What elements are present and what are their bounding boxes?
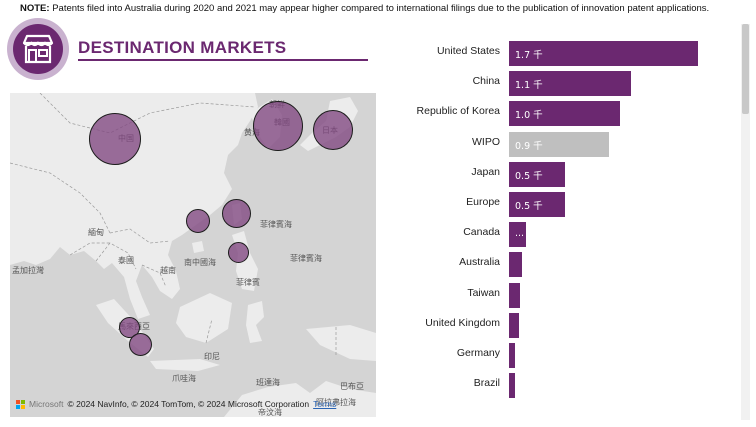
bar-category-label: Australia <box>459 256 500 268</box>
bar[interactable]: 0.5 千 <box>509 192 565 217</box>
bar[interactable] <box>509 373 515 398</box>
storefront-icon <box>7 18 69 80</box>
map-label-myanmar: 緬甸 <box>88 227 104 238</box>
bar-category-label: United States <box>437 45 500 57</box>
map-bubble-hong-kong[interactable] <box>186 209 210 233</box>
bar-category-label: Germany <box>457 347 500 359</box>
bar-value-label: 0.5 千 <box>515 168 543 182</box>
bar[interactable] <box>509 283 520 308</box>
microsoft-brand: Microsoft <box>29 399 63 409</box>
bar-value-label: ... <box>515 228 524 239</box>
bar-row[interactable]: Republic of Korea 1.0 千 <box>380 98 720 128</box>
bar-row[interactable]: Europe 0.5 千 <box>380 189 720 219</box>
bar-category-label: Taiwan <box>467 287 500 299</box>
map-label-java-sea: 爪哇海 <box>172 373 196 384</box>
bar[interactable]: 1.0 千 <box>509 101 620 126</box>
map-label-thailand: 泰國 <box>118 255 134 266</box>
bar-row[interactable]: United Kingdom <box>380 310 720 340</box>
map-bubble-japan[interactable] <box>313 110 353 150</box>
bar[interactable] <box>509 252 522 277</box>
map-label-south-china-sea: 南中國海 <box>184 257 216 268</box>
bar-value-label: 0.5 千 <box>515 198 543 212</box>
bar[interactable]: 0.9 千 <box>509 132 609 157</box>
microsoft-logo-icon <box>16 400 25 409</box>
scrollbar-thumb[interactable] <box>742 24 749 114</box>
bar[interactable]: 0.5 千 <box>509 162 565 187</box>
bar-category-label: Japan <box>471 166 500 178</box>
destination-bar-chart: United States 1.7 千 China 1.1 千 Republic of … <box>380 38 720 418</box>
page-title: DESTINATION MARKETS <box>78 38 286 58</box>
map-bubble-philippines[interactable] <box>228 242 249 263</box>
bar-row[interactable]: Australia <box>380 249 720 279</box>
bar-row[interactable]: Germany <box>380 340 720 370</box>
map-label-bay-of-bengal: 孟加拉灣 <box>12 265 44 276</box>
bar[interactable] <box>509 343 515 368</box>
bar-value-label: 1.7 千 <box>515 47 543 61</box>
bar-category-label: Canada <box>463 226 500 238</box>
title-underline <box>78 59 368 61</box>
map-bubble-taiwan[interactable] <box>222 199 251 228</box>
map-label-philippine-sea: 菲律賓海 <box>260 219 292 230</box>
bar-category-label: China <box>473 75 500 87</box>
bar-row[interactable]: Japan 0.5 千 <box>380 159 720 189</box>
bar-value-label: 0.9 千 <box>515 138 543 152</box>
destination-map[interactable]: 朝鲜 中国 黄海 韓國 日本 緬甸 菲律賓海 菲律賓海 泰國 南中國海 越南 孟… <box>10 93 376 417</box>
bar-row[interactable]: United States 1.7 千 <box>380 38 720 68</box>
bar[interactable] <box>509 313 519 338</box>
attribution-text: © 2024 NavInfo, © 2024 TomTom, © 2024 Mi… <box>67 399 309 409</box>
map-label-indonesia: 印尼 <box>204 351 220 362</box>
bar-row[interactable]: Brazil <box>380 370 720 400</box>
map-label-vietnam: 越南 <box>160 265 176 276</box>
bar-category-label: Brazil <box>474 377 500 389</box>
map-bubble-singapore[interactable] <box>129 333 152 356</box>
bar-row[interactable]: WIPO 0.9 千 <box>380 129 720 159</box>
bar[interactable]: 1.1 千 <box>509 71 631 96</box>
bar[interactable]: ... <box>509 222 526 247</box>
bar-category-label: Europe <box>466 196 500 208</box>
note-banner: NOTE: Patents filed into Australia durin… <box>20 3 750 15</box>
map-bubble-korea[interactable] <box>253 101 303 151</box>
bar-row[interactable]: Canada... <box>380 219 720 249</box>
bar-row[interactable]: China 1.1 千 <box>380 68 720 98</box>
map-label-papua: 巴布亞 <box>340 381 364 392</box>
bar-value-label: 1.0 千 <box>515 107 543 121</box>
note-text: Patents filed into Australia during 2020… <box>50 3 710 14</box>
note-prefix: NOTE: <box>20 3 50 14</box>
map-label-banda-sea: 班達海 <box>256 377 280 388</box>
bar-value-label: 1.1 千 <box>515 77 543 91</box>
terms-link[interactable]: Terms <box>313 399 336 409</box>
map-label-philippines: 菲律賓 <box>236 277 260 288</box>
map-label-philippine-sea-2: 菲律賓海 <box>290 253 322 264</box>
bar-category-label: United Kingdom <box>425 317 500 329</box>
bar[interactable]: 1.7 千 <box>509 41 698 66</box>
bar-category-label: WIPO <box>472 136 500 148</box>
map-attribution: Microsoft © 2024 NavInfo, © 2024 TomTom,… <box>16 399 336 409</box>
bar-category-label: Republic of Korea <box>417 105 500 117</box>
map-bubble-china[interactable] <box>89 113 141 165</box>
bar-row[interactable]: Taiwan <box>380 280 720 310</box>
